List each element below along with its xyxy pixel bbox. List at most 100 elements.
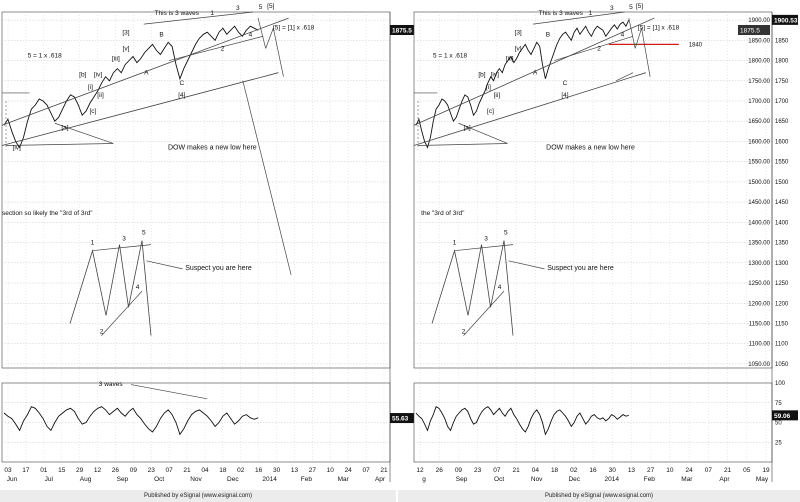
note-ratio-top: [5] = [1] x .618 — [273, 24, 315, 31]
forecast-arrow-a — [628, 17, 636, 49]
x-tick-label-month: Oct — [154, 476, 164, 483]
x-tick-label-day: 01 — [40, 467, 48, 474]
forecast-arrow-c — [272, 28, 284, 77]
y-tick-label: 1350.00 — [748, 241, 770, 247]
x-tick-label-month: Sep — [117, 476, 129, 483]
osc-value-label: 55.63 — [392, 416, 409, 423]
dow-line-b — [54, 122, 114, 144]
y-tick-label: 1900.00 — [748, 18, 770, 24]
wave-label: 3 — [236, 5, 240, 12]
sketch-lower-line — [463, 290, 505, 336]
x-tick-label-month: Sep — [456, 476, 468, 483]
y-tick-label: 1400.00 — [748, 220, 770, 226]
x-tick-label-month: Dec — [227, 476, 239, 483]
wave-label: 1 — [211, 10, 215, 17]
y-axis-right-label: 1100 — [775, 342, 789, 348]
forecast-arrow-c — [641, 28, 651, 77]
x-tick-label-day: 05 — [743, 467, 751, 474]
y-tick-label: 1750.00 — [748, 79, 770, 85]
y-tick-label: 1050.00 — [748, 362, 770, 368]
x-tick-label-day: 03 — [4, 467, 12, 474]
x-tick-label-day: 18 — [551, 467, 559, 474]
x-tick-label-month: Feb — [301, 476, 313, 483]
wave-label: 1 — [589, 10, 593, 17]
wave-label: [iv] — [94, 72, 103, 79]
note-section: the "3rd of 3rd" — [421, 210, 465, 217]
y-axis-right-label: 1350 — [775, 241, 789, 247]
last-price-box — [390, 25, 414, 36]
x-tick-label-day: 27 — [309, 467, 317, 474]
note-this-is-3-waves: This is 3 waves — [538, 10, 583, 17]
wave-label: [i] — [88, 84, 93, 91]
wave-label: [5] — [636, 3, 643, 10]
channel-lower-line — [1, 72, 279, 146]
x-tick-label-month: Dec — [568, 476, 580, 483]
x-tick-label-month: Apr — [375, 476, 386, 483]
y-axis-right-label: 1400 — [775, 220, 789, 226]
wave-label: [5] — [267, 3, 274, 10]
wave-label: B — [159, 31, 163, 38]
footer-left: Published by eSignal (www.esignal.com) — [0, 490, 396, 502]
right-chart: 12 26 09 23 07 21 04 18 02 16 30 13 27 10 24 07 21 05 19g S… — [413, 3, 798, 483]
note-suspect-you-are-here: Suspect you are here — [547, 265, 614, 272]
wave-label: C — [180, 80, 185, 87]
note-osc-3-waves: 3 waves — [99, 381, 124, 388]
left-chart: 03 17 01 15 29 12 26 09 23 07 21 04 18 02 16 30 13 27 10 24… — [1, 3, 414, 483]
note-ratio-mid: 5 = 1 x .618 — [28, 52, 63, 59]
red-level-label: 1840 — [689, 42, 703, 48]
osc-axis-label: 50 — [775, 421, 782, 427]
x-tick-label-month: May — [756, 476, 769, 483]
sketch-wave-label: 5 — [142, 230, 146, 237]
wedge-upper-line — [143, 11, 254, 25]
x-tick-label-day: 29 — [76, 467, 84, 474]
x-tick-label-month: Feb — [644, 476, 656, 483]
last-price-label: 1900.53 — [774, 17, 798, 24]
note-ratio-top: [5] = [1] x .618 — [638, 24, 680, 31]
x-tick-label-day: 12 — [416, 467, 424, 474]
y-tick-label: 1450.00 — [748, 200, 770, 206]
y-tick-label: 1800.00 — [748, 59, 770, 65]
sketch-upper-line — [92, 244, 152, 252]
x-tick-label-month: 2014 — [262, 476, 277, 483]
note-section: section so likely the "3rd of 3rd" — [2, 210, 93, 217]
prior-price-label: 1875.5 — [740, 28, 760, 35]
note-dow-new-low: DOW makes a new low here — [546, 145, 635, 152]
x-tick-label-month: Jun — [7, 476, 18, 483]
x-tick-label-day: 21 — [512, 467, 520, 474]
oscillator-line — [3, 406, 259, 436]
channel-upper-line — [413, 17, 655, 126]
y-tick-label: 1300.00 — [748, 261, 770, 267]
sketch-wave-label: 2 — [100, 329, 104, 336]
dow-line-b — [458, 122, 508, 144]
long-decline-line — [615, 72, 634, 82]
wave-label: A — [144, 70, 149, 77]
wedge-lower-line — [169, 35, 264, 61]
sketch-wave-label: 3 — [484, 236, 488, 243]
y-axis-right-label: 1300 — [775, 261, 789, 267]
x-tick-label-month: Nov — [531, 476, 543, 483]
suspect-pointer-line — [146, 260, 183, 270]
prior-price-box — [738, 25, 770, 36]
x-tick-label-day: 07 — [362, 467, 370, 474]
y-tick-label: 1650.00 — [748, 119, 770, 125]
wave-label: 2 — [221, 45, 225, 52]
y-axis-right-label: 1450 — [775, 200, 789, 206]
y-axis-right-label: 1150 — [775, 322, 789, 328]
x-tick-label-day: 13 — [628, 467, 636, 474]
x-tick-label-day: 30 — [609, 467, 617, 474]
wave-label: [i] — [486, 84, 491, 91]
sketch-wave-label: 5 — [504, 230, 508, 237]
price-plot-frame — [1, 11, 391, 369]
wave-label: [c] — [487, 108, 494, 115]
osc-value-box — [772, 410, 798, 421]
dow-line-a — [417, 143, 508, 146]
y-tick-label: 1550.00 — [748, 160, 770, 166]
osc-3-waves-pointer — [130, 384, 208, 400]
wedge-upper-line — [532, 11, 625, 25]
y-axis-right-label: 1600 — [775, 139, 789, 145]
osc-value-box — [390, 413, 414, 424]
x-tick-label-day: 18 — [219, 467, 227, 474]
y-axis-right-label: 1750 — [775, 79, 789, 85]
wave-label: [b] — [478, 72, 485, 79]
y-axis-right-label: 1650 — [775, 119, 789, 125]
